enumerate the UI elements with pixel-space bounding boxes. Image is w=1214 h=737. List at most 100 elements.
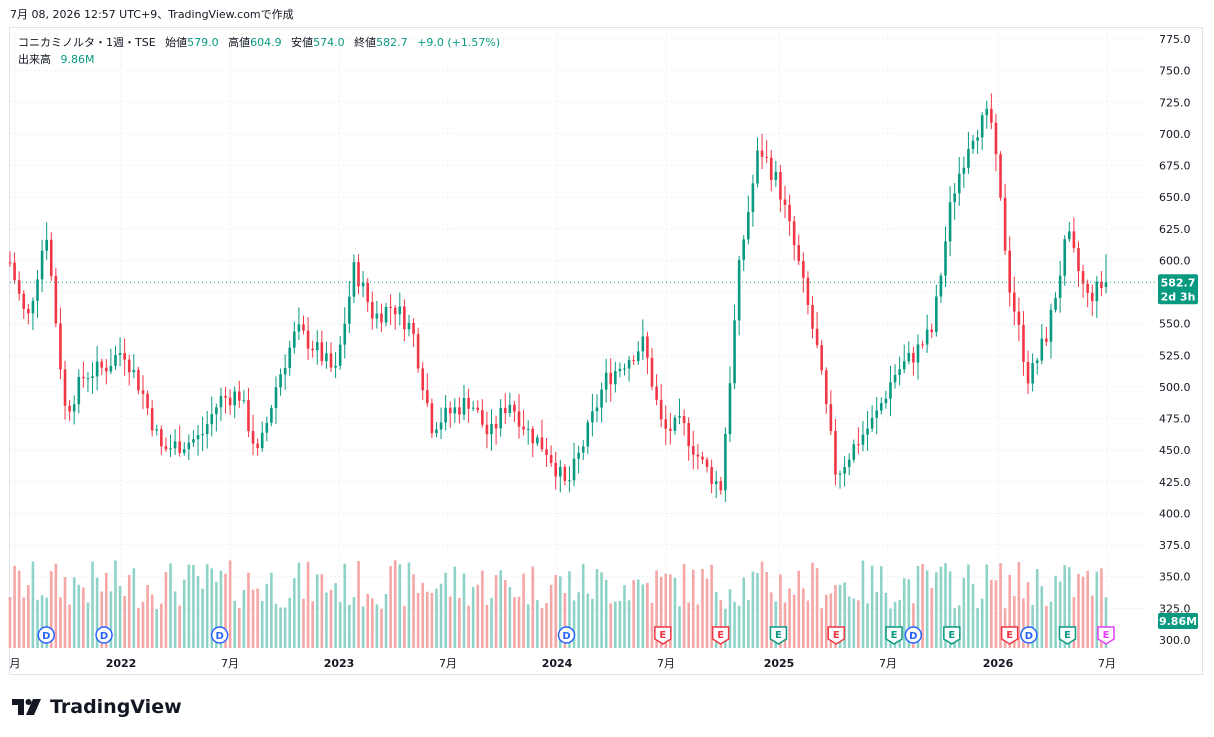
candle-body	[632, 360, 635, 362]
candle-body	[1026, 361, 1030, 384]
volume-bar	[348, 604, 351, 648]
candle-body	[820, 345, 823, 371]
svg-text:D: D	[100, 631, 108, 642]
svg-text:E: E	[1103, 630, 1110, 641]
earnings-marker[interactable]: E	[1097, 626, 1115, 645]
volume-bar	[380, 608, 383, 648]
candle-body	[967, 149, 970, 168]
candle-body	[164, 446, 168, 450]
candle-body	[320, 342, 324, 362]
candle-body	[815, 328, 819, 346]
candle-body	[902, 361, 906, 370]
candle-body	[205, 424, 209, 435]
earnings-marker[interactable]: E	[1000, 626, 1019, 645]
candle-body	[646, 336, 649, 358]
volume-bar	[306, 561, 310, 648]
volume-bars	[8, 560, 1108, 648]
candle-body	[72, 404, 76, 412]
volume-bar	[719, 600, 723, 648]
candle-body	[705, 459, 709, 467]
svg-text:E: E	[891, 630, 898, 641]
x-tick-label: 7月	[439, 657, 457, 670]
candle-body	[173, 441, 177, 449]
candle-body	[150, 408, 154, 431]
candle-body	[467, 397, 470, 409]
candle-body	[435, 429, 438, 434]
volume-bar	[1100, 568, 1103, 648]
volume-bar	[792, 594, 796, 648]
candle-body	[458, 407, 461, 415]
dividend-marker[interactable]: D	[210, 626, 229, 644]
volume-bar	[843, 582, 846, 648]
candle-body	[609, 372, 613, 385]
open-label: 始値	[165, 36, 188, 49]
candle-body	[1072, 231, 1076, 248]
svg-text:E: E	[833, 630, 840, 641]
dividend-marker[interactable]: D	[904, 626, 923, 644]
earnings-marker[interactable]: E	[827, 626, 845, 645]
chart-frame[interactable]	[9, 27, 1203, 675]
candle-body	[118, 353, 122, 355]
svg-text:E: E	[775, 630, 782, 641]
volume-bar	[847, 596, 851, 648]
candle-body	[737, 259, 741, 321]
candle-body	[49, 239, 53, 276]
candle-body	[774, 172, 778, 180]
volume-badge: 9.86M	[1158, 613, 1198, 629]
high-value: 604.9	[250, 36, 282, 49]
volume-bar	[669, 574, 672, 648]
volume-bar	[1077, 574, 1080, 648]
candle-body	[976, 137, 979, 141]
candle-body	[980, 115, 984, 138]
candle-body	[343, 323, 347, 345]
volume-bar	[852, 598, 856, 648]
earnings-marker[interactable]: E	[1058, 626, 1077, 645]
candle-body	[563, 466, 567, 481]
volume-bar	[40, 595, 44, 648]
dividend-marker[interactable]: D	[95, 626, 113, 644]
earnings-marker[interactable]: E	[711, 626, 730, 645]
earnings-marker[interactable]: E	[885, 626, 903, 645]
candle-body	[939, 275, 943, 297]
candle-body	[747, 212, 750, 240]
x-tick-label: 7月	[1098, 657, 1116, 670]
tradingview-logo[interactable]: TradingView	[12, 696, 182, 718]
candle-body	[847, 459, 851, 468]
volume-bar	[788, 588, 791, 648]
candle-body	[380, 313, 383, 323]
candle-body	[370, 302, 374, 319]
candle-body	[439, 422, 443, 430]
earnings-marker[interactable]: E	[943, 626, 961, 645]
candle-body	[45, 239, 48, 251]
volume-bar	[458, 597, 461, 648]
dividend-marker[interactable]: D	[557, 626, 576, 644]
svg-text:D: D	[1025, 631, 1033, 642]
volume-bar	[182, 579, 186, 648]
dividend-marker[interactable]: D	[1020, 626, 1038, 644]
volume-bar	[1012, 596, 1016, 648]
volume-bar	[1068, 567, 1071, 648]
earnings-marker[interactable]: E	[654, 626, 672, 645]
candle-body	[201, 434, 204, 436]
volume-bar	[627, 600, 631, 648]
volume-bar	[389, 566, 392, 648]
x-tick-label: 2026	[983, 657, 1014, 670]
x-tick-label: 2024	[542, 657, 573, 670]
symbol-title[interactable]: コニカミノルタ・1週・TSE	[18, 36, 156, 49]
volume-bar	[1008, 574, 1011, 648]
candle-body	[719, 481, 723, 491]
volume-bar	[352, 597, 356, 648]
volume-bar	[407, 562, 411, 648]
volume-bar	[325, 592, 328, 648]
dividend-marker[interactable]: D	[37, 626, 55, 644]
candle-body	[838, 473, 842, 475]
x-tick-label: 2022	[106, 657, 137, 670]
candle-body	[650, 357, 654, 387]
volume-bar	[31, 561, 35, 648]
volume-bar	[421, 582, 425, 648]
earnings-marker[interactable]: E	[769, 626, 788, 645]
candle-body	[448, 407, 452, 414]
candle-body	[627, 360, 631, 369]
y-tick-label: 325.0	[1159, 602, 1191, 615]
